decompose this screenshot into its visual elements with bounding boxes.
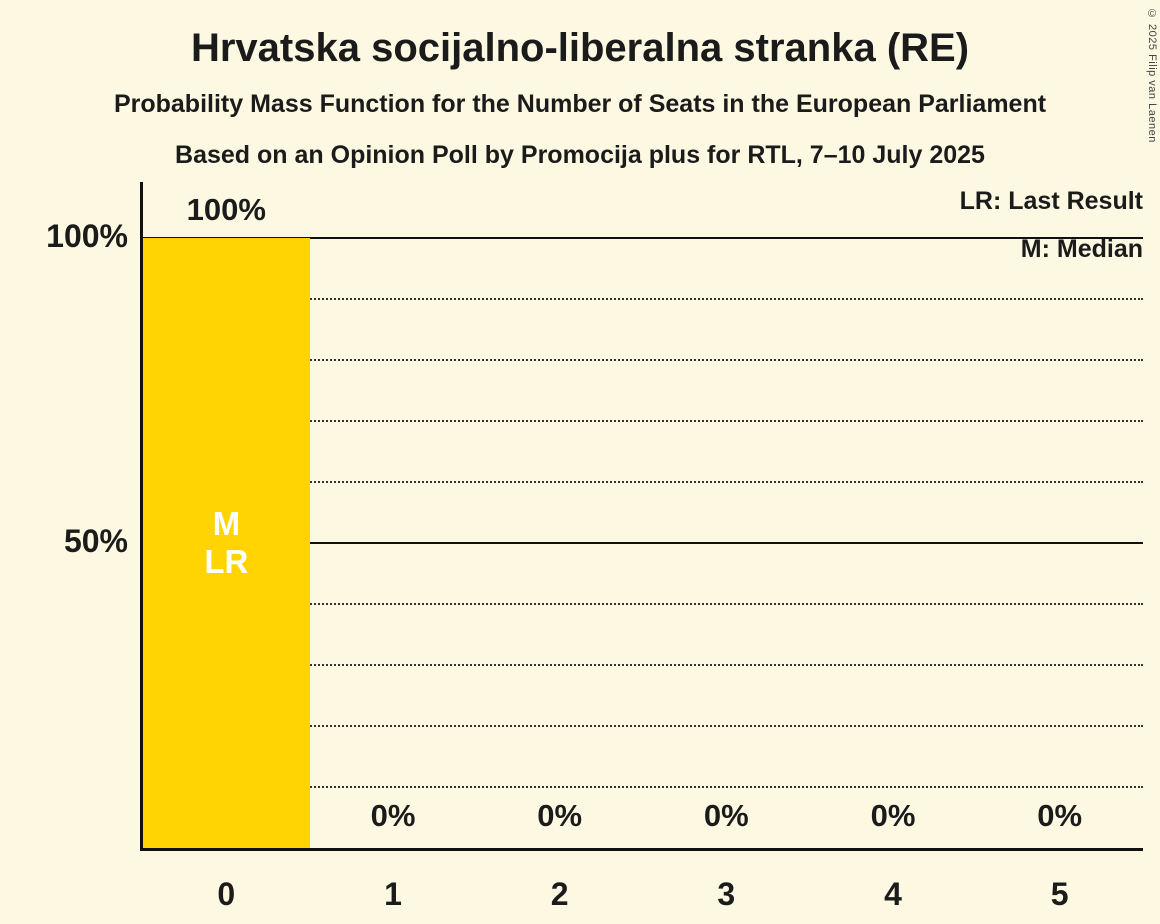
plot-area: LR: Last Result M: Median M LR 100% 0% 0% 0% 0… — [46, 182, 1143, 912]
x-tick-label-1: 1 — [384, 876, 402, 912]
x-tick-label-0: 0 — [217, 876, 236, 912]
gridline-dotted-20 — [143, 725, 1143, 727]
bar-value-label-0: 100% — [186, 192, 266, 227]
x-tick-label-2: 2 — [550, 876, 569, 912]
x-tick-label-3: 3 — [717, 876, 736, 912]
gridline-dotted-70 — [143, 420, 1143, 422]
bar-value-label-5: 0% — [1037, 798, 1083, 833]
x-tick-label-4: 4 — [884, 876, 902, 912]
chart-subtitle: Probability Mass Function for the Number… — [113, 90, 1047, 118]
median-marker: M — [212, 505, 241, 543]
last-result-marker: LR — [204, 543, 249, 580]
y-tick-label-100: 100% — [46, 218, 128, 254]
bar-value-label-1: 0% — [370, 798, 416, 833]
bar-value-label-4: 0% — [870, 798, 916, 833]
gridline-solid-50 — [143, 542, 1143, 544]
gridline-dotted-30 — [143, 664, 1143, 666]
gridline-dotted-90 — [143, 298, 1143, 300]
bar-value-label-2: 0% — [537, 798, 583, 833]
gridline-dotted-60 — [143, 481, 1143, 483]
legend-median: M: Median — [1020, 235, 1143, 263]
gridline-solid-100 — [143, 237, 1143, 239]
bar-seats-0: M LR — [143, 238, 310, 848]
gridline-dotted-40 — [143, 603, 1143, 605]
y-tick-label-50: 50% — [63, 523, 128, 559]
gridline-dotted-10 — [143, 786, 1143, 788]
gridline-dotted-80 — [143, 359, 1143, 361]
bar-value-label-3: 0% — [703, 798, 749, 833]
copyright-note: © 2025 Filip van Laenen — [1146, 8, 1158, 143]
legend-last-result: LR: Last Result — [959, 187, 1143, 215]
chart-poll-info: Based on an Opinion Poll by Promocija pl… — [175, 141, 985, 169]
x-tick-label-5: 5 — [1050, 876, 1069, 912]
chart-title: Hrvatska socijalno-liberalna stranka (RE… — [190, 26, 970, 70]
